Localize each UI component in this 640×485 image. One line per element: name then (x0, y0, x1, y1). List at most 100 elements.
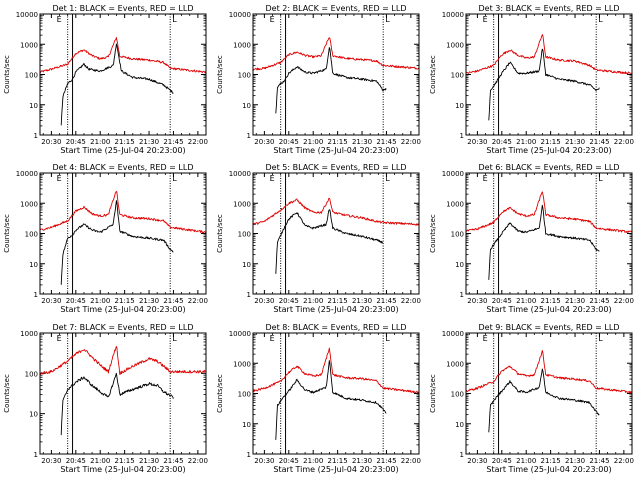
x-tick-label: 21:45 (163, 297, 183, 305)
events-series-line (275, 47, 387, 114)
x-axis-label: Start Time (25-Jul-04 20:23:00) (60, 465, 185, 474)
y-tick-label: 10000 (229, 170, 251, 178)
x-tick-label: 22:00 (614, 297, 634, 305)
x-tick-label: 21:00 (516, 457, 536, 465)
plot-frame (39, 172, 207, 295)
x-tick-label: 20:30 (254, 457, 274, 465)
y-tick-label: 1 (34, 291, 38, 299)
plot-frame (465, 332, 633, 455)
y-tick-label: 10 (455, 421, 464, 429)
y-tick-label: 10000 (442, 170, 464, 178)
detector-panel: Det 8: BLACK = Events, RED = LLD Counts/s… (216, 323, 421, 474)
panel-title: Det 3: BLACK = Events, RED = LLD (479, 4, 620, 13)
x-tick-label: 22:00 (188, 457, 208, 465)
lld-series-line (39, 37, 207, 74)
y-tick-label: 100 (238, 72, 251, 80)
x-tick-label: 21:45 (163, 138, 183, 146)
corner-label-l: L (598, 174, 603, 183)
events-series-line (275, 209, 384, 274)
corner-label-l: L (598, 15, 603, 24)
corner-label-e: E (270, 334, 275, 343)
y-tick-label: 10000 (229, 330, 251, 338)
y-tick-label: 100 (238, 391, 251, 399)
y-tick-label: 100 (25, 370, 38, 378)
lld-series-line (465, 350, 633, 394)
x-tick-label: 21:45 (589, 297, 609, 305)
y-tick-label: 1 (247, 132, 251, 140)
y-tick-label: 1 (460, 451, 464, 459)
lld-series-line (252, 197, 420, 226)
plot-frame (252, 332, 420, 455)
x-tick-label: 20:30 (41, 297, 61, 305)
x-tick-label: 21:45 (376, 138, 396, 146)
x-tick-label: 20:45 (279, 457, 299, 465)
plot-frame (465, 172, 633, 295)
x-tick-label: 20:30 (467, 297, 487, 305)
corner-label-l: L (385, 15, 390, 24)
events-series-line (60, 200, 174, 285)
x-tick-label: 20:45 (492, 457, 512, 465)
x-tick-label: 21:15 (541, 138, 561, 146)
y-tick-label: 1000 (20, 200, 38, 208)
x-tick-label: 21:00 (303, 138, 323, 146)
x-tick-label: 21:00 (90, 457, 110, 465)
y-tick-label: 10000 (16, 170, 38, 178)
x-tick-label: 22:00 (188, 138, 208, 146)
x-axis-label: Start Time (25-Jul-04 20:23:00) (486, 146, 611, 155)
detector-panel: Det 1: BLACK = Events, RED = LLD Counts/s… (3, 4, 208, 155)
events-series-line (488, 204, 600, 280)
x-tick-label: 21:30 (352, 457, 372, 465)
corner-label-l: L (172, 15, 177, 24)
y-tick-label: 1 (34, 132, 38, 140)
y-tick-label: 1000 (446, 200, 464, 208)
y-tick-label: 1000 (233, 360, 251, 368)
y-tick-label: 1 (460, 132, 464, 140)
corner-label-l: L (172, 174, 177, 183)
x-tick-label: 21:30 (139, 457, 159, 465)
x-tick-label: 21:00 (90, 138, 110, 146)
detector-panel: Det 6: BLACK = Events, RED = LLD Counts/s… (429, 163, 634, 314)
corner-label-l: L (172, 334, 177, 343)
corner-label-e: E (483, 334, 488, 343)
x-tick-label: 21:00 (303, 457, 323, 465)
y-tick-label: 10 (455, 102, 464, 110)
detector-panel: Det 2: BLACK = Events, RED = LLD Counts/s… (216, 4, 421, 155)
y-tick-label: 100 (451, 231, 464, 239)
y-tick-label: 10 (29, 102, 38, 110)
y-tick-label: 1 (247, 451, 251, 459)
x-tick-label: 20:45 (66, 297, 86, 305)
plot-frame (39, 13, 207, 136)
x-axis-label: Start Time (25-Jul-04 20:23:00) (273, 305, 398, 314)
panel-title: Det 6: BLACK = Events, RED = LLD (479, 163, 620, 172)
events-series-line (488, 368, 600, 433)
x-tick-label: 21:30 (565, 457, 585, 465)
x-tick-label: 21:30 (139, 297, 159, 305)
y-tick-label: 1 (247, 291, 251, 299)
y-tick-label: 10000 (16, 11, 38, 19)
y-axis-label: Counts/sec (216, 55, 224, 94)
plot-frame (252, 172, 420, 295)
x-tick-label: 21:15 (115, 457, 135, 465)
x-tick-label: 21:45 (163, 457, 183, 465)
events-series-line (488, 48, 600, 121)
y-tick-label: 10000 (442, 330, 464, 338)
y-tick-label: 100 (451, 391, 464, 399)
corner-label-e: E (57, 334, 62, 343)
y-axis-label: Counts/sec (216, 214, 224, 253)
lld-series-line (465, 191, 633, 233)
x-tick-label: 20:30 (254, 138, 274, 146)
x-tick-label: 21:15 (328, 297, 348, 305)
events-series-line (275, 360, 387, 440)
y-tick-label: 100 (25, 231, 38, 239)
x-tick-label: 21:45 (376, 457, 396, 465)
corner-label-l: L (598, 334, 603, 343)
y-tick-label: 1000 (233, 41, 251, 49)
x-tick-label: 20:30 (41, 138, 61, 146)
x-tick-label: 21:00 (516, 297, 536, 305)
corner-label-e: E (270, 174, 275, 183)
detector-panel: Det 5: BLACK = Events, RED = LLD Counts/s… (216, 163, 421, 314)
detector-panel: Det 4: BLACK = Events, RED = LLD Counts/s… (3, 163, 208, 314)
y-axis-label: Counts/sec (429, 374, 437, 413)
y-tick-label: 1000 (233, 200, 251, 208)
